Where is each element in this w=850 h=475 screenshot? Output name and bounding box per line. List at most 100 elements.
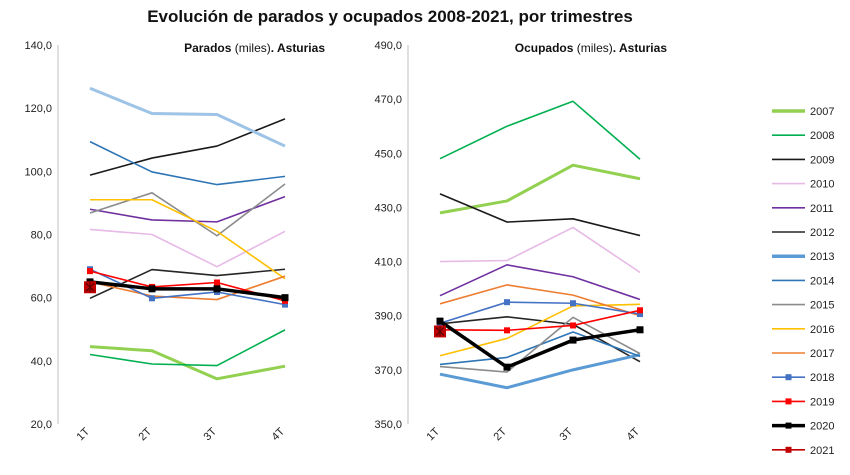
series-line-2010 <box>89 228 286 268</box>
series-2008 <box>439 100 641 160</box>
legend-label: 2019 <box>810 396 834 408</box>
x-tick-label: 2T <box>492 425 510 443</box>
legend-label: 2009 <box>810 154 834 166</box>
series-line-2017 <box>89 275 286 301</box>
series-line-2013 <box>89 86 286 148</box>
legend-item-2011: 2011 <box>772 203 834 215</box>
y-tick-label: 120,0 <box>24 103 52 115</box>
series-2021 <box>84 281 96 294</box>
legend-item-2012: 2012 <box>772 227 834 239</box>
x-tick-label: 4T <box>270 425 288 443</box>
legend-label: 2016 <box>810 324 834 336</box>
data-point-mark-2021 <box>435 326 445 337</box>
series-line-2016 <box>90 198 286 280</box>
y-tick-label: 470,0 <box>374 94 402 106</box>
data-point-2020 <box>636 326 644 334</box>
legend-label: 2011 <box>810 203 834 215</box>
legend-item-2017: 2017 <box>772 348 834 360</box>
legend-item-2010: 2010 <box>772 179 834 191</box>
chart-panel-1: Parados (miles). Asturias 20,0 40,0 60,0 80,… <box>24 40 325 443</box>
series-2009 <box>439 193 641 237</box>
series-line-2020 <box>89 280 286 300</box>
series-2011 <box>439 264 641 301</box>
y-tick-label: 140,0 <box>24 40 52 52</box>
data-point-2020 <box>569 336 577 344</box>
series-line-2012 <box>439 315 641 363</box>
legend-label: 2014 <box>810 275 834 287</box>
panel-subtitle: Parados (miles). Asturias <box>184 41 325 55</box>
data-point-2018 <box>637 311 643 318</box>
series-2009 <box>89 118 286 176</box>
series-line-2020 <box>439 319 641 369</box>
legend-item-2007: 2007 <box>772 106 834 118</box>
chart-title: Evolución de parados y ocupados 2008-202… <box>147 7 633 26</box>
legend-label: 2012 <box>810 227 834 239</box>
legend-label: 2007 <box>810 106 834 118</box>
legend-item-2009: 2009 <box>772 154 834 166</box>
series-line-2007 <box>89 345 286 381</box>
series-2013 <box>89 86 286 148</box>
series-2021 <box>434 325 446 338</box>
y-tick-label: 370,0 <box>374 365 402 377</box>
y-tick-label: 100,0 <box>24 166 52 178</box>
data-point-2020 <box>213 285 221 293</box>
y-tick-label: 450,0 <box>374 148 402 160</box>
legend-item-2018: 2018 <box>772 372 834 384</box>
data-point-2020 <box>148 285 156 293</box>
panel-subtitle: Ocupados (miles). Asturias <box>515 41 668 55</box>
series-2020 <box>436 317 644 371</box>
data-point-2018 <box>282 301 288 308</box>
y-tick-label: 390,0 <box>374 311 402 323</box>
data-point-2018 <box>504 299 510 306</box>
series-2015 <box>89 183 286 237</box>
series-line-2014 <box>89 140 286 186</box>
x-tick-label: 4T <box>625 425 643 443</box>
data-point-2018 <box>570 300 576 307</box>
y-tick-label: 430,0 <box>374 202 402 214</box>
series-2014 <box>89 140 286 186</box>
x-tick-label: 1T <box>425 425 443 443</box>
legend-item-2016: 2016 <box>772 324 834 336</box>
legend-label: 2021 <box>810 445 834 457</box>
legend-item-2015: 2015 <box>772 300 834 312</box>
series-2007 <box>439 163 641 215</box>
data-point-2019 <box>504 327 510 334</box>
data-point-2019 <box>214 279 220 286</box>
series-line-2017 <box>439 284 641 317</box>
legend-marker <box>785 398 792 405</box>
y-tick-label: 490,0 <box>374 40 402 52</box>
legend-label: 2020 <box>810 421 834 433</box>
series-line-2018 <box>439 301 641 325</box>
data-point-2020 <box>436 317 444 325</box>
data-point-2019 <box>637 307 643 314</box>
legend-item-2021: 2021 <box>772 445 834 457</box>
series-line-2011 <box>439 264 641 301</box>
legend-item-2014: 2014 <box>772 275 834 287</box>
y-tick-label: 80,0 <box>31 230 52 242</box>
y-tick-label: 410,0 <box>374 257 402 269</box>
legend-marker <box>785 374 792 381</box>
legend-item-2020: 2020 <box>772 421 834 433</box>
series-2017 <box>89 275 286 301</box>
series-line-2009 <box>89 118 286 176</box>
legend-item-2013: 2013 <box>772 251 834 263</box>
series-2016 <box>90 198 286 280</box>
series-2013 <box>439 353 641 390</box>
legend: 2007 2008 2009 2010 2011 2012 2013 2014 2015 2016… <box>772 106 834 457</box>
x-tick-label: 3T <box>558 425 576 443</box>
y-tick-label: 40,0 <box>31 356 52 368</box>
data-point-2019 <box>570 322 576 329</box>
series-2017 <box>439 284 641 317</box>
series-line-2008 <box>89 329 286 367</box>
legend-item-2019: 2019 <box>772 396 834 408</box>
legend-label: 2010 <box>810 179 834 191</box>
series-line-2008 <box>439 100 641 160</box>
legend-label: 2017 <box>810 348 834 360</box>
series-line-2009 <box>439 193 641 237</box>
legend-label: 2015 <box>810 300 834 312</box>
y-tick-label: 350,0 <box>374 419 402 431</box>
data-point-2020 <box>281 294 289 302</box>
x-tick-label: 3T <box>202 425 220 443</box>
